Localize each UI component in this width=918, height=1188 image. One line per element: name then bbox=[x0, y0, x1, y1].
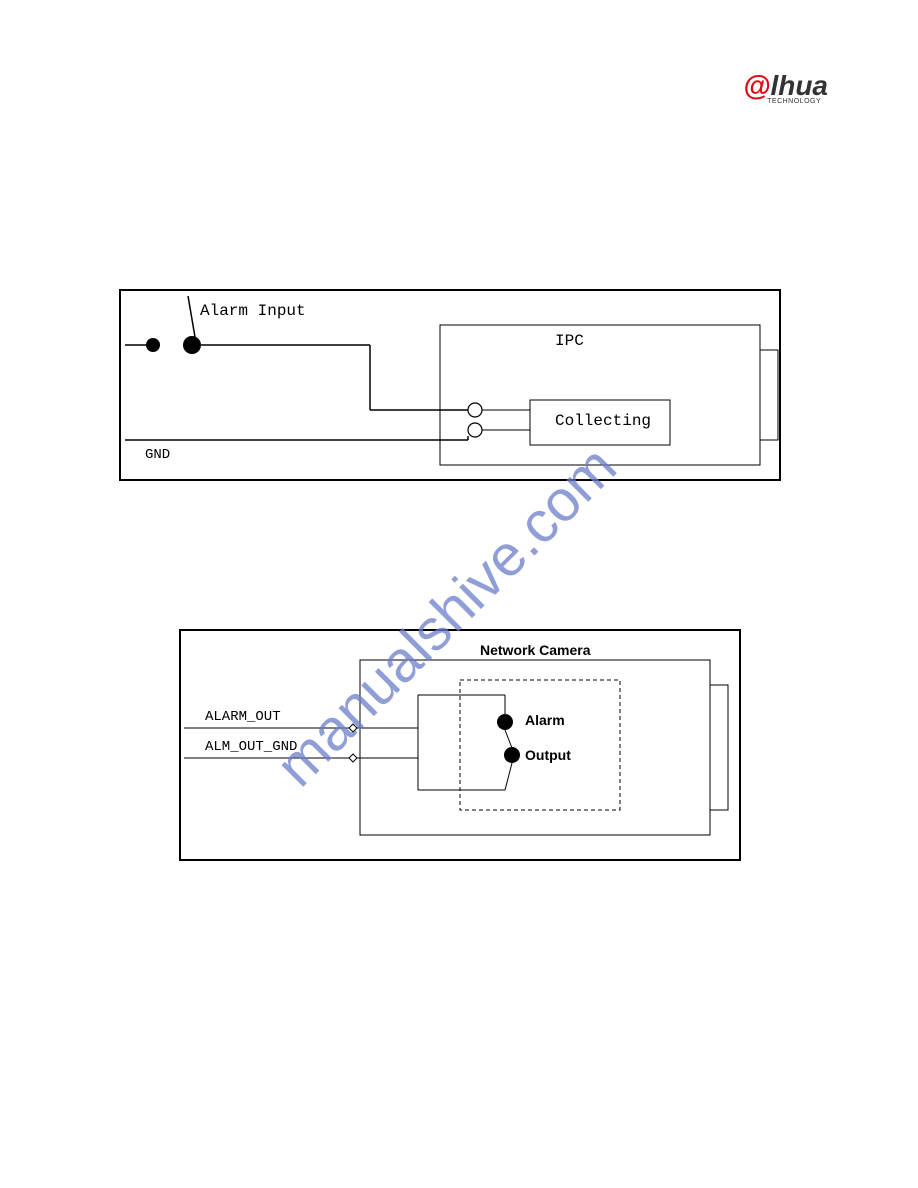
svg-text:ALM_OUT_GND: ALM_OUT_GND bbox=[205, 739, 297, 755]
svg-text:GND: GND bbox=[145, 447, 170, 463]
svg-text:Collecting: Collecting bbox=[555, 412, 651, 430]
svg-text:Alarm: Alarm bbox=[525, 712, 565, 728]
svg-text:Network Camera: Network Camera bbox=[480, 642, 591, 658]
diagram-canvas: Alarm Input IPC Collecting GND Network Camer… bbox=[0, 0, 918, 1188]
svg-text:Alarm Input: Alarm Input bbox=[200, 302, 306, 320]
svg-text:IPC: IPC bbox=[555, 332, 584, 350]
svg-text:ALARM_OUT: ALARM_OUT bbox=[205, 709, 281, 725]
svg-text:Output: Output bbox=[525, 747, 571, 763]
